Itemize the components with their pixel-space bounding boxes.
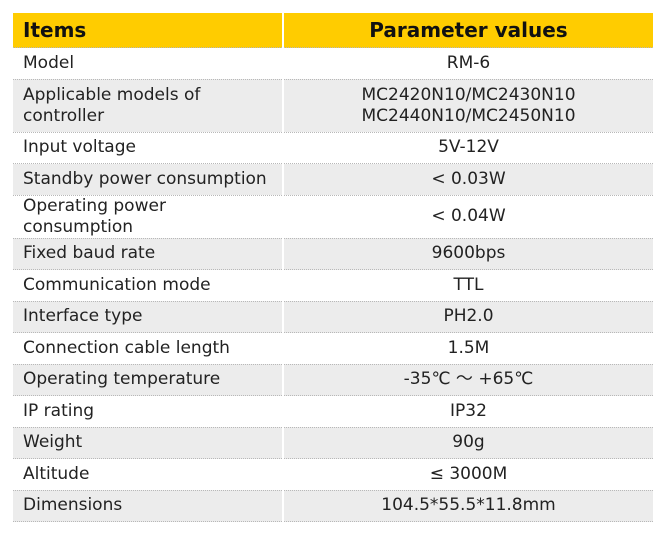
item-name: Standby power consumption — [13, 163, 284, 195]
item-value: MC2420N10/MC2430N10 MC2440N10/MC2450N10 — [283, 78, 653, 132]
table-row: Standby power consumption < 0.03W — [13, 163, 653, 195]
item-value: < 0.04W — [283, 194, 653, 238]
item-value: 5V-12V — [283, 131, 653, 164]
item-name: IP rating — [13, 395, 284, 427]
item-value: < 0.03W — [283, 163, 653, 195]
table-row: Operating power consumption < 0.04W — [13, 194, 653, 238]
table-row: Applicable models of controller MC2420N1… — [13, 78, 653, 132]
table-row: Input voltage 5V-12V — [13, 131, 653, 164]
item-name: Interface type — [13, 300, 284, 333]
item-name: Input voltage — [13, 131, 284, 164]
item-name: Weight — [13, 426, 284, 459]
table-row: Model RM-6 — [13, 47, 653, 79]
item-value: 90g — [283, 426, 653, 459]
table-row: Communication mode TTL — [13, 269, 653, 301]
item-value-line: MC2420N10/MC2430N10 — [361, 84, 576, 105]
item-value: 1.5M — [283, 332, 653, 364]
item-name: Model — [13, 47, 284, 79]
table-row: Weight 90g — [13, 426, 653, 459]
item-name: Operating power consumption — [13, 194, 284, 238]
item-name: Communication mode — [13, 269, 284, 301]
item-value: RM-6 — [283, 47, 653, 79]
table-row: Operating temperature -35℃ ～ +65℃ — [13, 363, 653, 396]
item-value: 104.5*55.5*11.8mm — [283, 489, 653, 522]
parameter-table: Items Parameter values Model RM-6 Applic… — [13, 13, 653, 522]
table-row: IP rating IP32 — [13, 395, 653, 427]
table-row: Interface type PH2.0 — [13, 300, 653, 333]
item-name: Connection cable length — [13, 332, 284, 364]
item-name: Altitude — [13, 458, 284, 490]
item-value: IP32 — [283, 395, 653, 427]
item-value: 9600bps — [283, 237, 653, 270]
parameter-table-container: Items Parameter values Model RM-6 Applic… — [13, 13, 653, 522]
table-row: Fixed baud rate 9600bps — [13, 237, 653, 270]
item-value: ≤ 3000M — [283, 458, 653, 490]
item-value: TTL — [283, 269, 653, 301]
item-name: Fixed baud rate — [13, 237, 284, 270]
table-row: Connection cable length 1.5M — [13, 332, 653, 364]
item-name: Dimensions — [13, 489, 284, 522]
item-value-line: MC2440N10/MC2450N10 — [361, 105, 576, 126]
item-value: -35℃ ～ +65℃ — [283, 363, 653, 396]
table-row: Dimensions 104.5*55.5*11.8mm — [13, 489, 653, 522]
item-value: PH2.0 — [283, 300, 653, 333]
item-name: Operating temperature — [13, 363, 284, 396]
items-column-header: Items — [13, 13, 284, 48]
table-header-row: Items Parameter values — [13, 13, 653, 48]
item-name: Applicable models of controller — [13, 78, 284, 132]
table-row: Altitude ≤ 3000M — [13, 458, 653, 490]
values-column-header: Parameter values — [283, 13, 653, 48]
